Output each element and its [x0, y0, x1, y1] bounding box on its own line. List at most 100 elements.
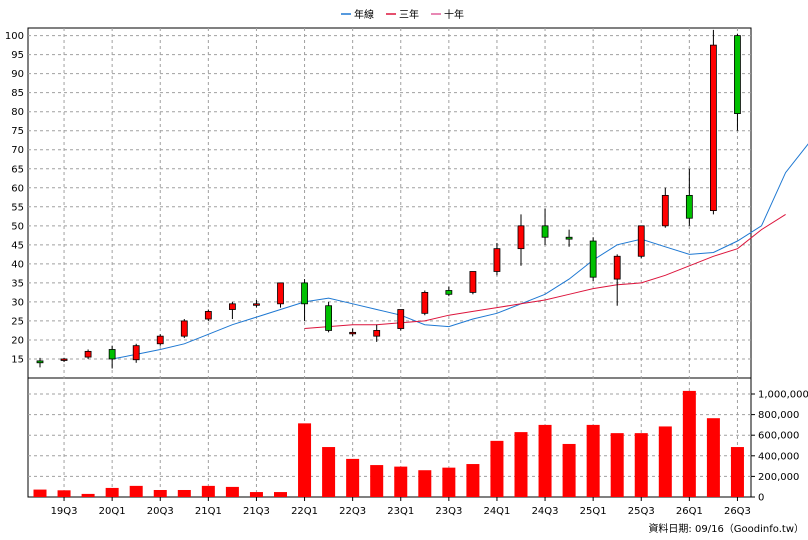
volume-bar — [586, 424, 600, 497]
data-date-footer: 資料日期: 09/16（Goodinfo.tw） — [648, 522, 804, 535]
volume-bar — [394, 466, 408, 497]
candle-body — [253, 303, 260, 306]
volume-tick-label: 200,000 — [758, 472, 799, 483]
volume-bar — [274, 492, 287, 497]
candle-body — [132, 345, 140, 361]
volume-bar — [105, 487, 119, 497]
chart-legend: 年線 三年 十年 — [341, 8, 464, 21]
volume-bar — [466, 464, 480, 497]
price-tick-label: 60 — [11, 183, 24, 194]
price-tick-label: 65 — [11, 164, 24, 175]
candle-body — [36, 360, 44, 364]
candle-body — [493, 248, 501, 272]
candle-body — [204, 311, 212, 320]
candle-body — [517, 225, 525, 250]
volume-bar — [322, 447, 336, 497]
volume-bar — [418, 470, 432, 497]
candle-body — [373, 330, 381, 337]
volume-bar — [33, 489, 47, 497]
volume-bar — [249, 492, 263, 497]
price-tick-label: 90 — [11, 69, 24, 80]
volume-bars — [33, 390, 744, 497]
candle-body — [565, 236, 573, 240]
legend-label: 年線 — [354, 8, 374, 21]
candle-body — [734, 35, 741, 114]
candle-body — [301, 282, 308, 305]
candle-body — [156, 335, 164, 345]
moving-average-lines — [112, 143, 808, 360]
candle-body — [349, 331, 357, 335]
price-tick-label: 75 — [11, 126, 24, 137]
price-axis: 15 20 25 30 35 40 45 50 55 60 65 70 75 80 85 90 95 100 — [5, 31, 24, 365]
volume-bar — [730, 447, 744, 497]
volume-bar — [490, 440, 504, 497]
volume-tick-label: 1,000,000 — [758, 390, 808, 401]
volume-bar — [538, 424, 552, 497]
candle-body — [277, 282, 284, 305]
x-tick-label: 21Q3 — [243, 506, 270, 517]
x-tick-label: 26Q3 — [724, 506, 751, 517]
volume-plot-frame — [27, 377, 752, 498]
volume-bar — [201, 485, 215, 497]
candle-body — [325, 305, 333, 331]
price-tick-label: 80 — [11, 107, 24, 118]
candle-body — [637, 225, 645, 257]
volume-bar — [682, 390, 696, 497]
x-tick-label: 25Q3 — [628, 506, 655, 517]
price-tick-label: 55 — [11, 202, 24, 213]
candle-body — [108, 349, 116, 360]
x-tick-label: 19Q3 — [51, 506, 78, 517]
price-tick-label: 70 — [11, 145, 24, 156]
volume-bar — [562, 443, 576, 497]
candle-body — [180, 320, 188, 337]
x-tick-label: 25Q1 — [580, 506, 607, 517]
x-tick-label: 20Q1 — [99, 506, 126, 517]
volume-axis: 0 200,000 400,000 600,000 800,000 1,000,000 — [751, 390, 808, 504]
volume-bar — [153, 489, 167, 497]
candle-body — [613, 255, 621, 280]
price-tick-label: 25 — [11, 316, 24, 327]
x-tick-label: 22Q3 — [339, 506, 366, 517]
volume-bar — [370, 465, 384, 497]
candle-body — [228, 303, 236, 310]
volume-tick-label: 0 — [758, 493, 764, 504]
price-tick-label: 40 — [11, 259, 24, 270]
price-plot-frame — [27, 27, 752, 379]
candle-body — [469, 271, 477, 293]
volume-tick-label: 800,000 — [758, 410, 799, 421]
x-tick-label: 24Q3 — [532, 506, 559, 517]
volume-bar — [634, 433, 648, 497]
ma-line-年線 — [112, 143, 808, 360]
volume-bar — [57, 490, 71, 497]
volume-tick-label: 600,000 — [758, 431, 799, 442]
x-tick-label: 22Q1 — [291, 506, 318, 517]
volume-bar — [298, 423, 312, 497]
volume-bar — [442, 467, 456, 497]
price-tick-label: 100 — [5, 31, 24, 42]
volume-bar — [346, 458, 360, 497]
candle-body — [84, 350, 92, 358]
grid-lines — [28, 28, 751, 497]
candle-body — [589, 240, 597, 278]
candle-body — [421, 292, 429, 314]
price-tick-label: 20 — [11, 335, 24, 346]
x-tick-label: 21Q1 — [195, 506, 222, 517]
volume-bar — [610, 433, 624, 497]
candle-body — [661, 194, 669, 227]
volume-bar — [225, 486, 239, 497]
candle-body — [60, 358, 68, 361]
candlesticks — [36, 29, 741, 369]
candle-body — [541, 225, 549, 238]
price-tick-label: 95 — [11, 50, 24, 61]
price-tick-label: 30 — [11, 297, 24, 308]
x-tick-label: 23Q3 — [435, 506, 462, 517]
volume-bar — [129, 485, 143, 497]
x-tick-label: 23Q1 — [387, 506, 414, 517]
volume-bar — [514, 432, 528, 497]
price-tick-label: 45 — [11, 240, 24, 251]
x-axis: 19Q3 20Q1 20Q3 21Q1 21Q3 22Q1 22Q3 23Q1 23Q3 24Q1… — [51, 497, 751, 517]
volume-bar — [658, 426, 672, 497]
price-tick-label: 35 — [11, 278, 24, 289]
x-tick-label: 24Q1 — [483, 506, 510, 517]
legend-label: 三年 — [399, 8, 419, 21]
